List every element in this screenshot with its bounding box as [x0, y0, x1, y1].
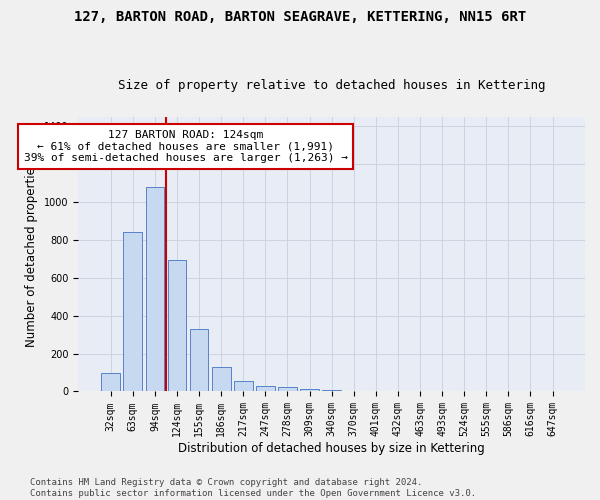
Text: 127, BARTON ROAD, BARTON SEAGRAVE, KETTERING, NN15 6RT: 127, BARTON ROAD, BARTON SEAGRAVE, KETTE…: [74, 10, 526, 24]
Text: Contains HM Land Registry data © Crown copyright and database right 2024.
Contai: Contains HM Land Registry data © Crown c…: [30, 478, 476, 498]
Bar: [278, 388, 297, 392]
Bar: [101, 374, 120, 392]
Bar: [234, 381, 253, 392]
Bar: [300, 388, 319, 392]
Bar: [212, 367, 230, 392]
Y-axis label: Number of detached properties: Number of detached properties: [25, 161, 38, 347]
Bar: [322, 390, 341, 392]
Bar: [167, 260, 187, 392]
Bar: [190, 329, 208, 392]
Title: Size of property relative to detached houses in Kettering: Size of property relative to detached ho…: [118, 79, 545, 92]
Bar: [256, 386, 275, 392]
Bar: [124, 232, 142, 392]
X-axis label: Distribution of detached houses by size in Kettering: Distribution of detached houses by size …: [178, 442, 485, 455]
Text: 127 BARTON ROAD: 124sqm
← 61% of detached houses are smaller (1,991)
39% of semi: 127 BARTON ROAD: 124sqm ← 61% of detache…: [24, 130, 348, 163]
Bar: [146, 187, 164, 392]
